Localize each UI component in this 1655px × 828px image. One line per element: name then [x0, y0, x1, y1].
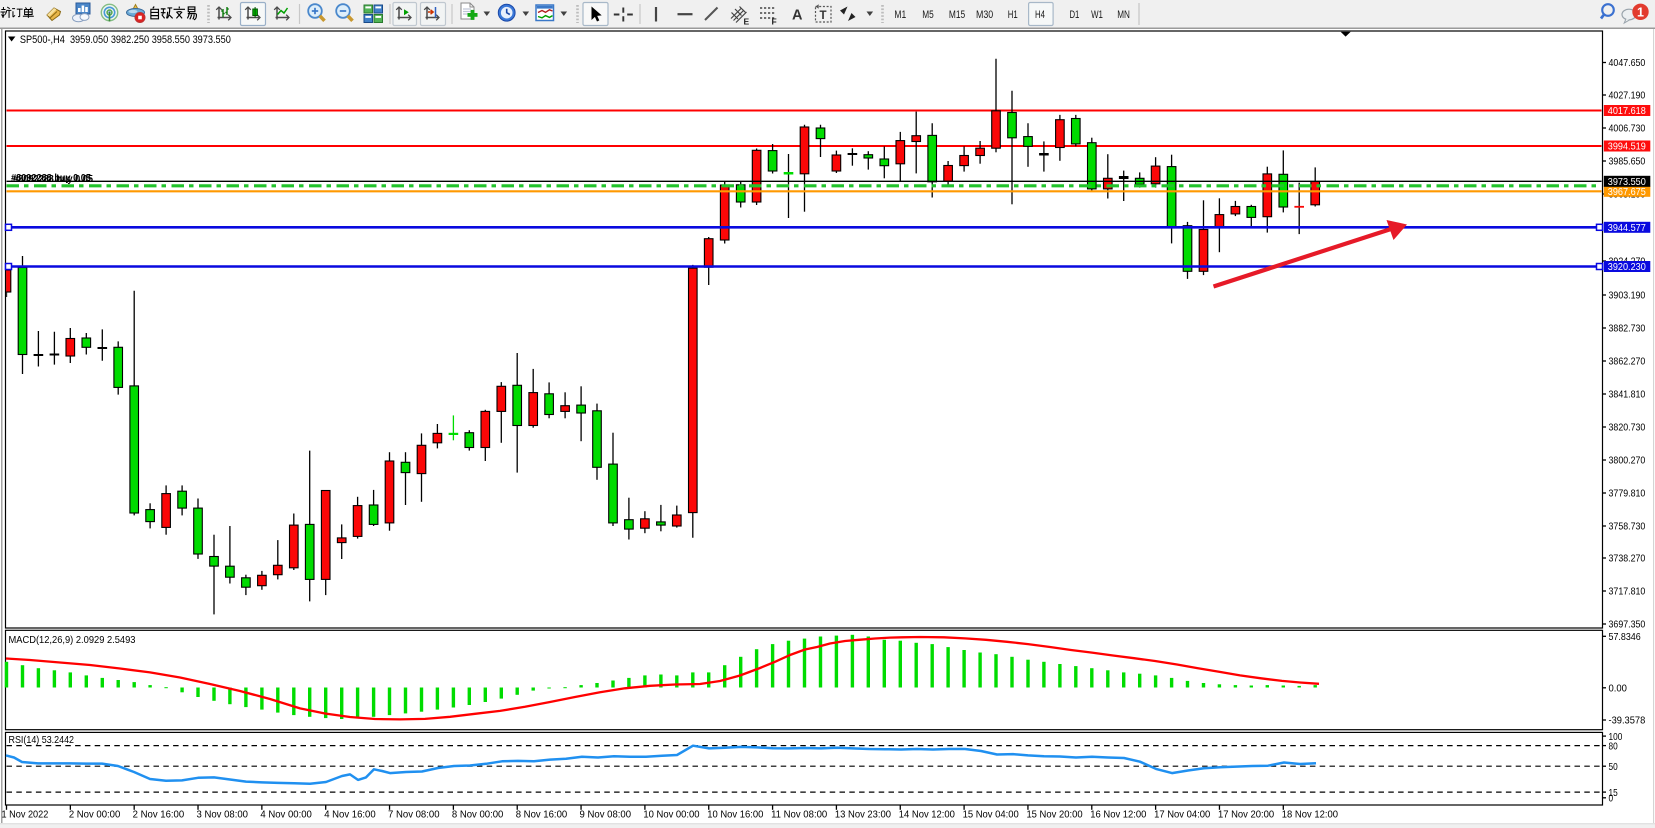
- svg-text:8 Nov 00:00: 8 Nov 00:00: [452, 809, 504, 820]
- svg-text:3820.730: 3820.730: [1609, 423, 1646, 434]
- svg-text:M15: M15: [949, 9, 965, 21]
- svg-text:0.00: 0.00: [1609, 684, 1628, 695]
- svg-text:3944.577: 3944.577: [1608, 223, 1646, 234]
- svg-text:4017.618: 4017.618: [1608, 106, 1646, 117]
- svg-text:4 Nov 16:00: 4 Nov 16:00: [324, 809, 376, 820]
- svg-text:14 Nov 12:00: 14 Nov 12:00: [899, 809, 955, 820]
- svg-text:9 Nov 08:00: 9 Nov 08:00: [580, 809, 632, 820]
- svg-text:E: E: [744, 17, 750, 27]
- svg-text:57.8346: 57.8346: [1609, 632, 1641, 643]
- svg-text:W1: W1: [1091, 9, 1103, 21]
- svg-text:4006.730: 4006.730: [1609, 124, 1646, 135]
- svg-text:A: A: [792, 8, 803, 24]
- svg-text:4027.190: 4027.190: [1609, 91, 1646, 102]
- svg-text:-39.3578: -39.3578: [1609, 716, 1646, 727]
- svg-text:2 Nov 16:00: 2 Nov 16:00: [133, 809, 185, 820]
- svg-text:M30: M30: [976, 9, 993, 21]
- svg-text:16 Nov 12:00: 16 Nov 12:00: [1090, 809, 1146, 820]
- svg-text:M5: M5: [922, 9, 934, 21]
- svg-text:18 Nov 12:00: 18 Nov 12:00: [1282, 809, 1338, 820]
- svg-text:4047.650: 4047.650: [1609, 58, 1646, 69]
- svg-text:3920.230: 3920.230: [1608, 262, 1646, 273]
- svg-text:100: 100: [1609, 732, 1623, 743]
- svg-text:0: 0: [1609, 794, 1614, 805]
- svg-text:3967.675: 3967.675: [1608, 187, 1646, 198]
- svg-text:H1: H1: [1008, 9, 1018, 21]
- svg-text:3862.270: 3862.270: [1609, 357, 1646, 368]
- svg-text:80: 80: [1609, 741, 1618, 752]
- svg-text:3 Nov 08:00: 3 Nov 08:00: [197, 809, 249, 820]
- svg-text:1 Nov 2022: 1 Nov 2022: [2, 809, 49, 820]
- svg-text:4 Nov 00:00: 4 Nov 00:00: [260, 809, 312, 820]
- svg-text:8 Nov 16:00: 8 Nov 16:00: [516, 809, 568, 820]
- svg-text:SP500-,H4 3959.050 3982.250 3: SP500-,H4 3959.050 3982.250 3958.550 397…: [20, 34, 231, 46]
- svg-text:D1: D1: [1069, 9, 1079, 21]
- svg-text:10 Nov 00:00: 10 Nov 00:00: [643, 809, 699, 820]
- svg-text:3800.270: 3800.270: [1609, 456, 1646, 467]
- svg-text:3882.730: 3882.730: [1609, 324, 1646, 335]
- svg-text:3973.550: 3973.550: [1608, 177, 1646, 188]
- svg-text:50: 50: [1609, 762, 1618, 773]
- svg-text:10 Nov 16:00: 10 Nov 16:00: [707, 809, 763, 820]
- svg-text:13 Nov 23:00: 13 Nov 23:00: [835, 809, 891, 820]
- svg-text:7 Nov 08:00: 7 Nov 08:00: [388, 809, 440, 820]
- svg-text:3841.810: 3841.810: [1609, 390, 1646, 401]
- svg-text:15: 15: [1609, 788, 1618, 799]
- svg-text:15 Nov 20:00: 15 Nov 20:00: [1026, 809, 1082, 820]
- svg-text:3697.350: 3697.350: [1609, 620, 1646, 631]
- svg-text:15 Nov 04:00: 15 Nov 04:00: [963, 809, 1019, 820]
- svg-text:3985.650: 3985.650: [1609, 157, 1646, 168]
- svg-text:2 Nov 00:00: 2 Nov 00:00: [69, 809, 121, 820]
- svg-text:11 Nov 08:00: 11 Nov 08:00: [771, 809, 827, 820]
- svg-text:H4: H4: [1035, 9, 1045, 21]
- svg-text:MACD(12,26,9) 2.0929 2.5493: MACD(12,26,9) 2.0929 2.5493: [9, 635, 136, 646]
- svg-text:3779.810: 3779.810: [1609, 489, 1646, 500]
- svg-text:17 Nov 20:00: 17 Nov 20:00: [1218, 809, 1274, 820]
- svg-text:#8092288 buy 0.05: #8092288 buy 0.05: [13, 174, 93, 185]
- svg-text:3758.730: 3758.730: [1609, 522, 1646, 533]
- svg-text:17 Nov 04:00: 17 Nov 04:00: [1154, 809, 1210, 820]
- svg-text:3717.810: 3717.810: [1609, 587, 1646, 598]
- svg-text:MN: MN: [1117, 9, 1130, 21]
- svg-text:3903.190: 3903.190: [1609, 291, 1646, 302]
- svg-text:F: F: [772, 17, 777, 27]
- svg-text:#8092288 buy 0.05: #8092288 buy 0.05: [11, 173, 91, 184]
- svg-text:1: 1: [1637, 5, 1644, 19]
- svg-text:3994.519: 3994.519: [1608, 142, 1646, 153]
- svg-text:T: T: [820, 10, 827, 22]
- svg-text:3738.270: 3738.270: [1609, 554, 1646, 565]
- svg-text:RSI(14) 53.2442: RSI(14) 53.2442: [9, 735, 75, 746]
- svg-text:M1: M1: [894, 9, 906, 21]
